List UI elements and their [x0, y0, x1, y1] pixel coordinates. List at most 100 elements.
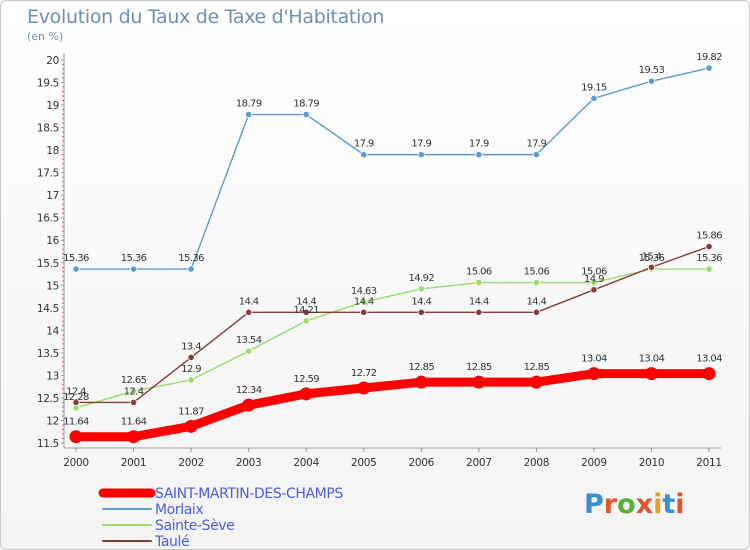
data-point	[72, 398, 80, 407]
data-point	[245, 347, 253, 355]
series-taule	[72, 242, 713, 407]
logo-letter: i	[675, 489, 685, 520]
data-label: 14.4	[469, 296, 489, 307]
data-point	[187, 376, 195, 384]
data-point	[705, 265, 713, 273]
x-tick-label: 2001	[121, 457, 147, 469]
data-label: 12.65	[121, 375, 147, 386]
data-point	[702, 367, 716, 381]
legend-label: Sainte-Sève	[155, 518, 234, 534]
series-line-taule	[75, 245, 710, 404]
data-point	[532, 308, 541, 316]
data-point	[645, 367, 658, 381]
data-point	[302, 317, 310, 325]
y-tick-label: 14	[46, 325, 59, 337]
y-tick-label: 15	[46, 280, 59, 292]
data-point	[475, 308, 483, 316]
data-label: 14.4	[411, 296, 431, 307]
data-point	[417, 151, 425, 159]
series-line-sainte-seve	[75, 268, 710, 409]
data-label: 13.4	[181, 341, 201, 352]
data-label: 17.9	[354, 139, 374, 150]
data-point	[414, 375, 428, 389]
logo-letter: o	[617, 489, 636, 520]
x-tick-label: 2006	[409, 457, 435, 469]
data-label: 15.06	[466, 267, 492, 278]
data-label: 15.06	[524, 267, 550, 278]
data-point	[705, 242, 713, 251]
data-label: 14.4	[239, 296, 259, 307]
data-label: 11.64	[121, 417, 147, 428]
y-tick-label: 12.5	[37, 393, 59, 405]
x-tick-label: 2005	[351, 457, 377, 469]
data-label: 18.79	[236, 99, 262, 110]
data-point	[187, 265, 195, 273]
data-label: 13.04	[639, 354, 665, 365]
y-tick-label: 16	[46, 235, 59, 247]
data-point	[302, 110, 310, 119]
data-point	[72, 265, 80, 273]
data-label: 12.85	[408, 362, 434, 373]
data-label: 15.36	[639, 253, 665, 264]
data-point	[187, 353, 195, 361]
data-label: 12.85	[466, 362, 492, 373]
data-label: 19.53	[639, 65, 665, 76]
data-point	[360, 151, 368, 159]
y-tick-label: 15.5	[37, 258, 59, 270]
y-tick-label: 17.5	[37, 168, 59, 180]
chart-subtitle: (en %)	[27, 30, 64, 43]
legend-label: Morlaix	[155, 502, 203, 518]
proxiti-logo: Proxiti	[584, 489, 685, 520]
y-tick-label: 17	[46, 190, 59, 202]
chart-legend: SAINT-MARTIN-DES-CHAMPSMorlaixSainte-Sèv…	[98, 486, 344, 550]
data-label: 15.36	[696, 253, 722, 264]
data-label: 12.85	[524, 362, 550, 373]
data-point	[360, 298, 368, 306]
logo-letter: t	[662, 489, 676, 520]
data-label: 14.4	[526, 296, 546, 307]
data-point	[472, 375, 486, 389]
data-label: 17.9	[411, 139, 431, 150]
legend-item-taule: Taulé	[102, 534, 190, 550]
legend-label: SAINT-MARTIN-DES-CHAMPS	[155, 486, 343, 502]
x-tick-label: 2002	[178, 457, 204, 469]
data-label: 14.21	[293, 305, 319, 316]
series-saint-martin-des-champs	[69, 367, 716, 444]
legend-label: Taulé	[154, 534, 189, 550]
data-point	[184, 419, 198, 433]
data-label: 13.04	[696, 354, 722, 365]
data-label: 12.59	[293, 374, 319, 385]
series-line-saint-martin-des-champs	[71, 369, 714, 442]
data-point	[590, 278, 598, 287]
data-label: 13.54	[236, 335, 262, 346]
data-point	[242, 398, 256, 412]
data-labels-layer: 11.64 11.64 11.87 12.34 12.59 12.72 12.85 12.85…	[63, 52, 723, 428]
logo-letter: i	[653, 489, 663, 520]
data-label: 13.04	[581, 354, 607, 365]
x-tick-label: 2011	[696, 457, 722, 469]
chart-axes: 11.5 12 12.5 13 13.5 14 14.5 15 15.5 16 16.5 17 17.5…	[37, 53, 722, 469]
y-tick-label: 11.5	[37, 438, 59, 450]
x-tick-label: 2007	[466, 457, 492, 469]
data-point	[647, 263, 656, 271]
chart-title: Evolution du Taux de Taxe d'Habitation	[27, 6, 385, 28]
data-label: 17.9	[469, 139, 489, 150]
series-sainte-seve	[72, 265, 713, 412]
series-morlaix	[72, 64, 713, 273]
y-tick-label: 12	[46, 415, 59, 427]
data-label: 14.4	[296, 296, 316, 307]
data-point	[357, 381, 371, 395]
data-label: 14.4	[354, 296, 374, 307]
data-point	[417, 308, 425, 316]
legend-item-morlaix: Morlaix	[102, 502, 204, 518]
data-point	[532, 278, 541, 287]
data-label: 12.28	[63, 392, 89, 403]
data-point	[529, 375, 543, 389]
logo-letter: P	[584, 489, 604, 520]
data-point	[245, 110, 253, 119]
series-layer	[69, 64, 716, 444]
data-label: 14.92	[408, 273, 434, 284]
data-label: 14.63	[351, 286, 377, 297]
data-label: 12.9	[181, 364, 201, 375]
